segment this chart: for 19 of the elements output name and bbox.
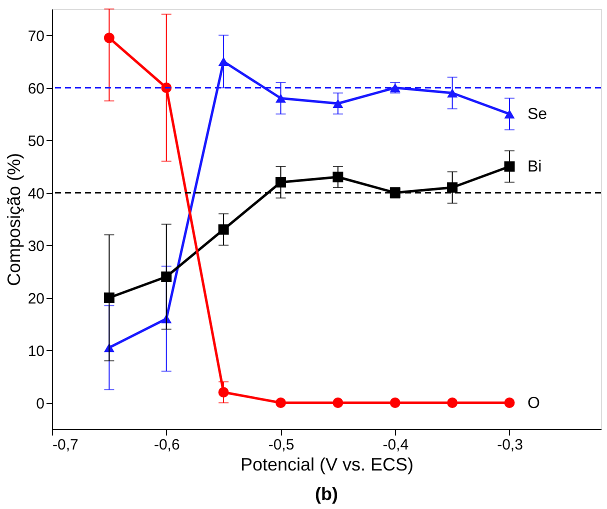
- series-label: Bi: [528, 158, 542, 176]
- series-label: O: [528, 394, 540, 412]
- x-tick-label: -0,4: [382, 436, 409, 454]
- y-tick-label: 40: [28, 185, 44, 202]
- x-tick-label: -0,5: [268, 436, 294, 454]
- y-tick-label: 50: [28, 132, 44, 150]
- x-tick-label: -0,6: [154, 436, 180, 454]
- y-tick-label: 0: [36, 395, 44, 412]
- y-axis-title: Composição (%): [4, 152, 24, 286]
- y-tick-label: 30: [28, 238, 44, 255]
- y-tick-label: 70: [28, 28, 44, 45]
- y-tick-label: 10: [28, 342, 44, 360]
- x-tick-label: -0,3: [497, 436, 523, 454]
- y-tick-label: 60: [28, 80, 44, 98]
- x-tick-label: -0,7: [52, 436, 78, 454]
- series-label: Se: [528, 106, 548, 123]
- text: (b): [315, 484, 338, 504]
- y-tick-label: 20: [28, 290, 44, 308]
- x-axis-title: Potencial (V vs. ECS): [240, 454, 414, 474]
